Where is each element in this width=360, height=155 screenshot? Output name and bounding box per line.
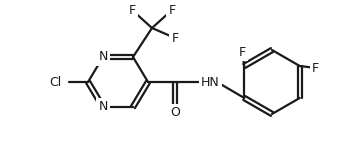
Text: O: O	[170, 106, 180, 120]
Text: F: F	[239, 46, 246, 58]
Text: N: N	[98, 100, 108, 113]
Text: F: F	[171, 31, 179, 44]
Text: N: N	[98, 51, 108, 64]
Text: HN: HN	[201, 75, 219, 89]
Text: F: F	[129, 4, 136, 16]
Text: F: F	[168, 4, 176, 16]
Text: Cl: Cl	[49, 75, 61, 89]
Text: F: F	[312, 62, 319, 75]
